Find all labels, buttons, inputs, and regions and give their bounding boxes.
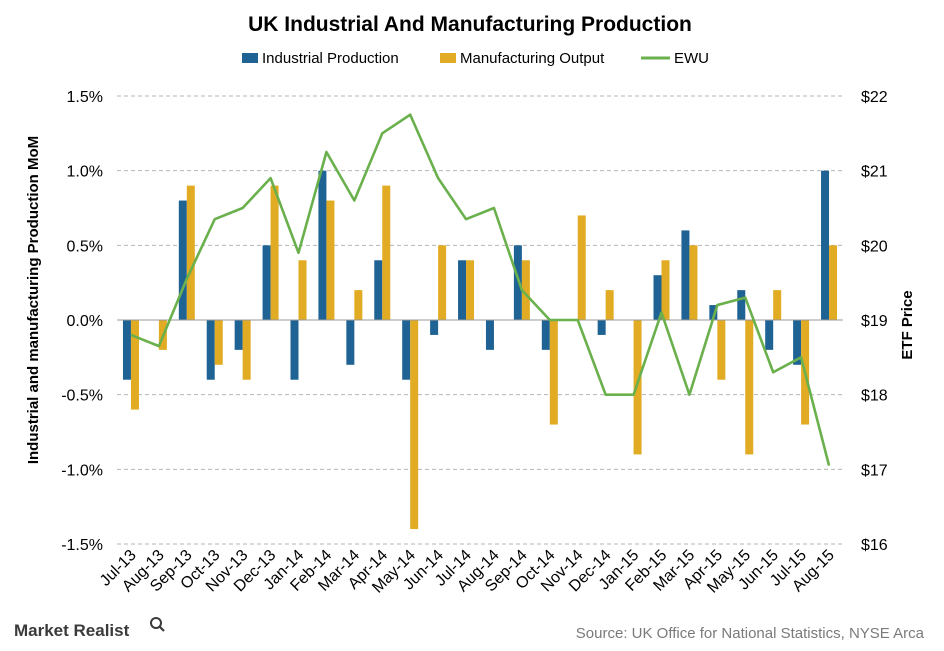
y2-tick-label: $18 xyxy=(861,388,888,405)
y-tick-label: 0.0% xyxy=(67,313,103,330)
y-tick-label: 0.5% xyxy=(67,238,103,255)
y-axis-ticks: 1.5% 1.0% 0.5% 0.0% -0.5% -1.0% -1.5% xyxy=(61,89,103,554)
bar-manufacturing-output xyxy=(242,320,251,380)
legend-label-industrial: Industrial Production xyxy=(262,50,399,67)
bar-manufacturing-output xyxy=(214,320,223,365)
legend-swatch-manufacturing xyxy=(440,53,456,63)
bar-industrial-production xyxy=(122,320,131,380)
bar-industrial-production xyxy=(318,170,327,320)
bar-manufacturing-output xyxy=(130,320,139,410)
y2-axis-title: ETF Price xyxy=(899,290,916,359)
bar-manufacturing-output xyxy=(689,245,698,320)
bar-industrial-production xyxy=(374,260,383,320)
bar-industrial-production xyxy=(234,320,243,350)
bar-industrial-production xyxy=(402,320,411,380)
bar-manufacturing-output xyxy=(717,320,726,380)
ewu-line xyxy=(130,113,831,466)
bar-industrial-production xyxy=(653,275,662,320)
bar-industrial-production xyxy=(793,320,802,365)
y2-tick-label: $17 xyxy=(861,462,888,479)
y-tick-label: -1.5% xyxy=(61,537,103,554)
y2-axis-ticks: $22 $21 $20 $19 $18 $17 $16 xyxy=(861,89,888,554)
bar-industrial-production xyxy=(597,320,606,335)
y-tick-label: 1.0% xyxy=(67,164,103,181)
source-note: Source: UK Office for National Statistic… xyxy=(576,625,925,642)
bar-manufacturing-output xyxy=(773,290,782,320)
bar-industrial-production xyxy=(709,305,718,320)
y2-tick-label: $19 xyxy=(861,313,888,330)
bar-manufacturing-output xyxy=(410,320,419,530)
bar-industrial-production xyxy=(262,245,271,320)
bar-manufacturing-output xyxy=(438,245,447,320)
legend-label-ewu: EWU xyxy=(674,50,709,67)
bar-industrial-production xyxy=(178,200,187,320)
bar-industrial-production xyxy=(541,320,550,350)
bar-industrial-production xyxy=(206,320,215,380)
legend: Industrial Production Manufacturing Outp… xyxy=(242,50,709,67)
y2-tick-label: $22 xyxy=(861,89,888,106)
bar-manufacturing-output xyxy=(354,290,363,320)
bar-manufacturing-output xyxy=(186,185,195,320)
chart-title: UK Industrial And Manufacturing Producti… xyxy=(248,13,692,36)
bar-manufacturing-output xyxy=(466,260,475,320)
bar-industrial-production xyxy=(346,320,355,365)
bar-manufacturing-output xyxy=(382,185,391,320)
y-tick-label: -0.5% xyxy=(61,388,103,405)
ewu-line-layer xyxy=(130,113,831,466)
bar-manufacturing-output xyxy=(745,320,754,455)
magnifier-icon xyxy=(150,617,165,632)
legend-swatch-industrial xyxy=(242,53,258,63)
bars xyxy=(122,170,838,530)
y-axis-title: Industrial and manufacturing Production … xyxy=(25,136,42,464)
y2-tick-label: $20 xyxy=(861,238,888,255)
bar-industrial-production xyxy=(485,320,494,350)
bar-manufacturing-output xyxy=(521,260,530,320)
y-tick-label: 1.5% xyxy=(67,89,103,106)
bar-industrial-production xyxy=(513,245,522,320)
bar-industrial-production xyxy=(765,320,774,350)
bar-manufacturing-output xyxy=(577,215,586,320)
x-axis-ticks: Jul-13Aug-13Sep-13Oct-13Nov-13Dec-13Jan-… xyxy=(97,547,838,597)
bar-industrial-production xyxy=(458,260,467,320)
logo-text: Market Realist xyxy=(14,621,130,640)
bar-manufacturing-output xyxy=(549,320,558,425)
y2-tick-label: $16 xyxy=(861,537,888,554)
bar-industrial-production xyxy=(681,230,690,320)
bar-manufacturing-output xyxy=(270,185,279,320)
y2-tick-label: $21 xyxy=(861,164,888,181)
bar-manufacturing-output xyxy=(661,260,670,320)
bar-manufacturing-output xyxy=(298,260,307,320)
bar-industrial-production xyxy=(737,290,746,320)
legend-label-manufacturing: Manufacturing Output xyxy=(460,50,605,67)
y-tick-label: -1.0% xyxy=(61,462,103,479)
bar-industrial-production xyxy=(430,320,439,335)
bar-industrial-production xyxy=(821,170,830,320)
bar-manufacturing-output xyxy=(633,320,642,455)
bar-manufacturing-output xyxy=(605,290,614,320)
bar-manufacturing-output xyxy=(829,245,838,320)
bar-industrial-production xyxy=(290,320,299,380)
bar-manufacturing-output xyxy=(326,200,335,320)
